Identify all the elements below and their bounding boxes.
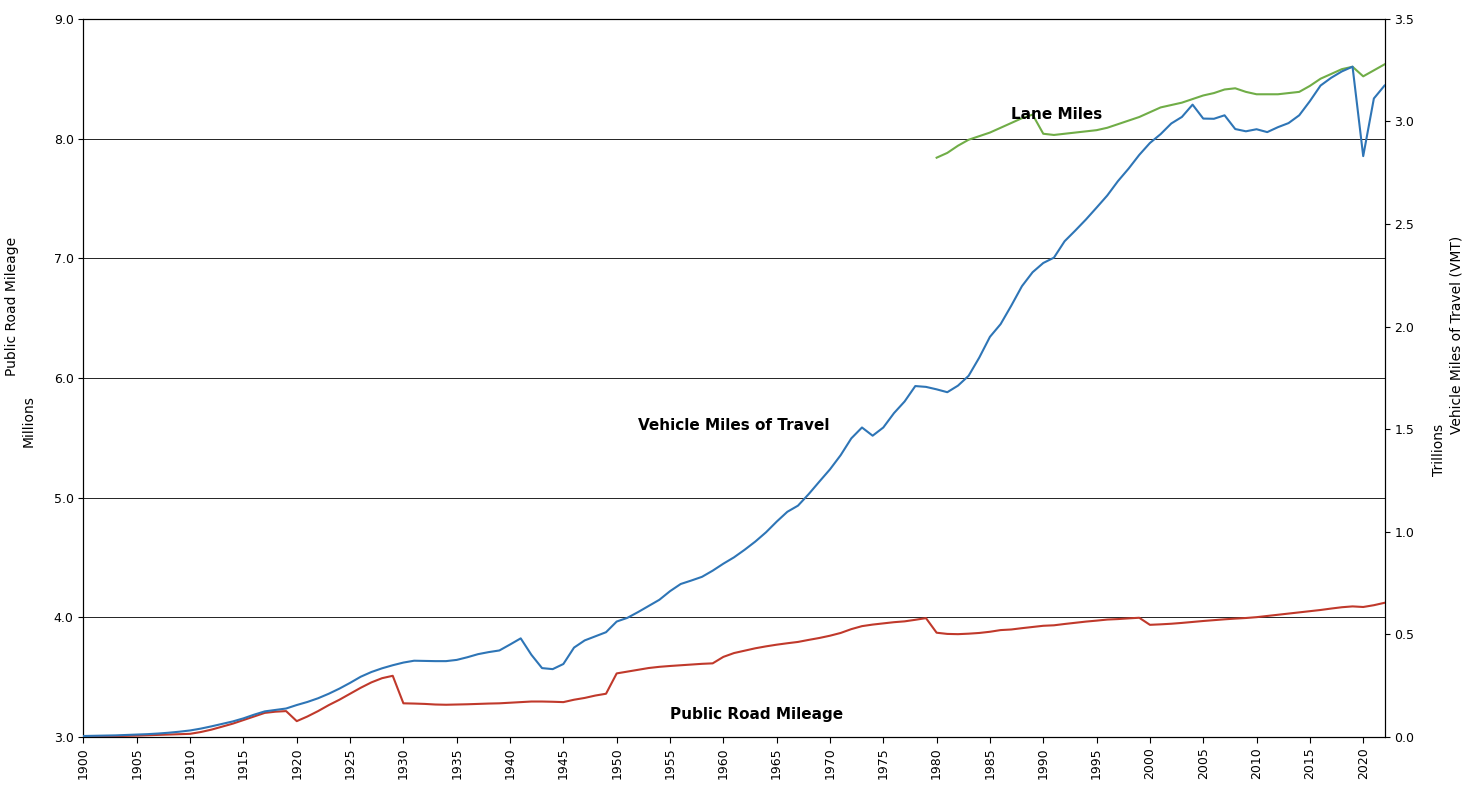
Text: Millions: Millions [22, 395, 35, 447]
Text: Public Road Mileage: Public Road Mileage [669, 707, 843, 722]
Text: Trillions: Trillions [1433, 423, 1446, 476]
Text: Public Road Mileage: Public Road Mileage [4, 236, 19, 376]
Text: Vehicle Miles of Travel: Vehicle Miles of Travel [639, 418, 829, 433]
Text: Lane Miles: Lane Miles [1011, 107, 1102, 122]
Text: Vehicle Miles of Travel (VMT): Vehicle Miles of Travel (VMT) [1449, 236, 1464, 434]
